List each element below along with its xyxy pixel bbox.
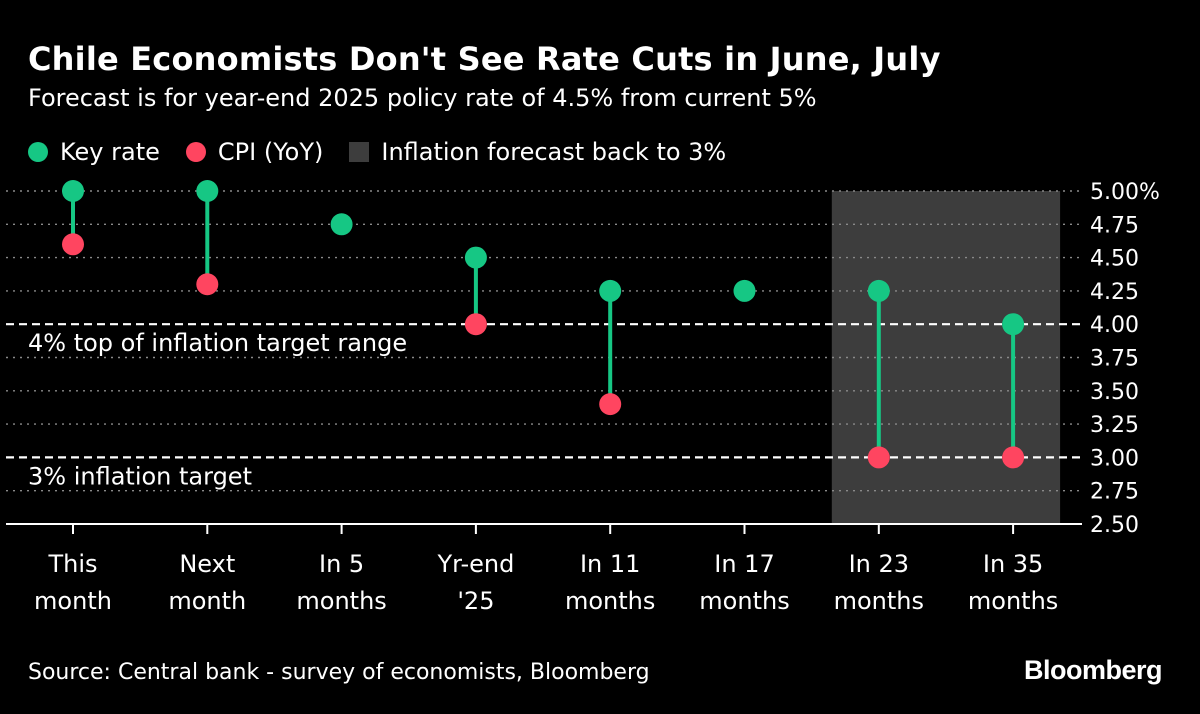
key-rate-point [330,213,353,236]
y-tick-label: 3.50 [1090,380,1139,405]
y-tick-label: 3.00 [1090,446,1139,471]
y-tick-label: 4.00 [1090,313,1139,338]
source-note: Source: Central bank - survey of economi… [28,660,650,685]
x-tick-label: Yr-end [436,550,514,578]
cpi-point [196,273,219,296]
key-rate-point [196,180,219,202]
cpi-point [1002,446,1025,469]
chart-legend: Key rate CPI (YoY) Inflation forecast ba… [28,138,752,166]
reference-label-target: 3% inflation target [28,462,252,490]
legend-item-key-rate: Key rate [28,138,160,166]
y-tick-label: 2.50 [1090,513,1139,538]
chart-title: Chile Economists Don't See Rate Cuts in … [28,40,941,78]
x-tick-label: In 35 [983,550,1043,578]
legend-label-key-rate: Key rate [60,138,160,166]
x-tick-label: This [47,550,97,578]
legend-swatch-key-rate [28,142,48,162]
cpi-point [599,393,622,416]
x-tick-label: month [34,587,112,615]
key-rate-point [599,279,622,302]
key-rate-point [62,180,84,202]
x-tick-label: month [168,587,246,615]
key-rate-point [1002,313,1025,336]
chart-subtitle: Forecast is for year-end 2025 policy rat… [28,84,817,112]
legend-item-cpi: CPI (YoY) [185,138,324,166]
x-tick-label: In 17 [714,550,774,578]
x-tick-label: months [968,587,1058,615]
x-tick-label: months [565,587,655,615]
cpi-point [464,313,487,336]
x-tick-label: Next [179,550,235,578]
legend-item-inflation-forecast: Inflation forecast back to 3% [349,138,726,166]
key-rate-point [867,279,890,302]
cpi-point [62,233,84,256]
y-tick-label: 4.50 [1090,247,1139,272]
reference-label-target-top: 4% top of inflation target range [28,329,407,357]
y-tick-label: 4.75 [1090,213,1139,238]
legend-swatch-inflation-forecast [349,142,370,162]
key-rate-point [464,246,487,269]
y-tick-label: 3.25 [1090,413,1139,438]
y-tick-label: 4.25 [1090,280,1139,305]
x-tick-label: In 11 [580,550,640,578]
legend-label-inflation-forecast: Inflation forecast back to 3% [381,138,727,166]
legend-label-cpi: CPI (YoY) [217,138,324,166]
x-tick-label: In 5 [319,550,364,578]
x-tick-label: '25 [457,587,494,615]
y-tick-label: 2.75 [1090,480,1139,505]
x-tick-label: months [699,587,789,615]
y-tick-label: 5.00% [1090,180,1160,205]
x-tick-label: months [834,587,924,615]
key-rate-point [733,279,756,302]
bloomberg-logo: Bloomberg [1023,655,1163,685]
x-tick-label: months [296,587,386,615]
x-tick-label: In 23 [849,550,909,578]
legend-swatch-cpi [185,142,206,162]
cpi-point [867,446,890,469]
y-tick-label: 3.75 [1090,347,1139,372]
